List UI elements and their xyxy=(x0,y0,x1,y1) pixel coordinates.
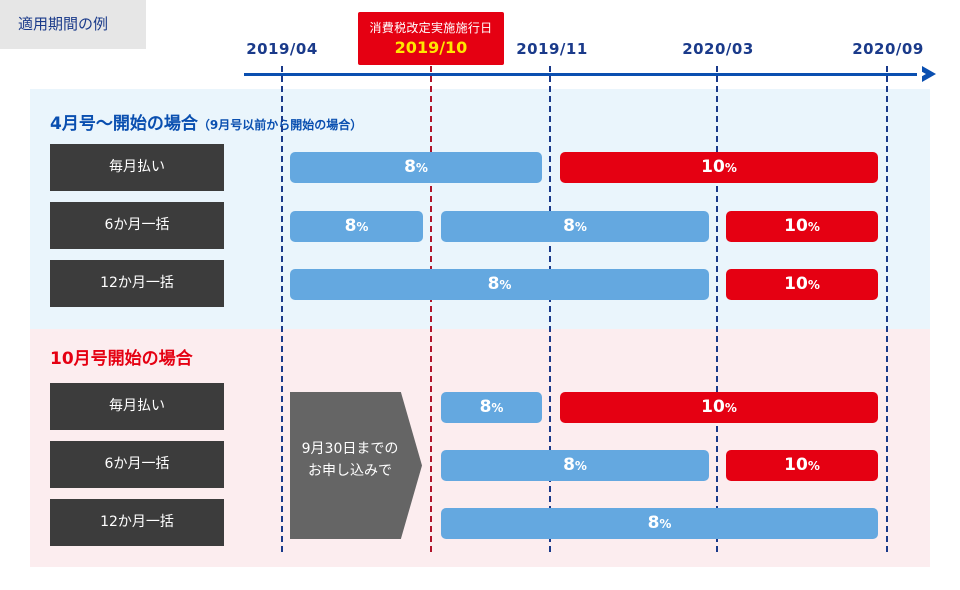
row-label-12month: 12か月一括 xyxy=(50,499,224,546)
vline-2019-04 xyxy=(281,66,283,552)
timeline-axis xyxy=(244,73,926,76)
note-line-2: お申し込みで xyxy=(308,463,392,479)
bar-unit: % xyxy=(724,401,737,415)
tax-change-date: 2019/10 xyxy=(394,38,468,57)
note-arrow-shape xyxy=(290,392,422,539)
bar-value: 10 xyxy=(784,455,808,475)
bar-unit: % xyxy=(807,220,820,234)
bar-value: 8 xyxy=(563,216,575,236)
bar-8-percent: 8% xyxy=(290,211,423,242)
bar-value: 8 xyxy=(487,274,500,294)
bar-unit: % xyxy=(574,220,587,234)
bar-10-percent: 10% xyxy=(726,211,878,242)
date-2020-09: 2020/09 xyxy=(852,40,924,58)
row-label-12month: 12か月一括 xyxy=(50,260,224,307)
bar-unit: % xyxy=(659,517,672,531)
bar-10-percent: 10% xyxy=(726,269,878,300)
date-2019-11: 2019/11 xyxy=(516,40,588,58)
bar-value: 10 xyxy=(784,216,808,236)
vline-2020-03 xyxy=(716,66,718,552)
bar-10-percent: 10% xyxy=(726,450,878,481)
bar-8-percent: 8% xyxy=(290,152,542,183)
section-october-title: 10月号開始の場合 xyxy=(50,349,193,369)
tax-change-label: 消費税改定実施施行日 xyxy=(369,21,493,35)
bar-8-percent: 8% xyxy=(290,269,709,300)
bar-unit: % xyxy=(356,220,369,234)
tax-change-badge: 消費税改定実施施行日 2019/10 xyxy=(358,12,504,65)
bar-8-percent: 8% xyxy=(441,450,709,481)
note-line-1: 9月30日までの xyxy=(301,441,399,457)
bar-value: 10 xyxy=(784,274,808,294)
bar-10-percent: 10% xyxy=(560,392,878,423)
section-april-title-text: 4月号～開始の場合 xyxy=(50,114,198,134)
vline-2019-10 xyxy=(430,66,432,552)
bar-value: 8 xyxy=(563,455,575,475)
date-2020-03: 2020/03 xyxy=(682,40,754,58)
bar-value: 10 xyxy=(701,397,725,417)
bar-unit: % xyxy=(807,459,820,473)
application-deadline-note: 9月30日までの お申し込みで xyxy=(290,392,422,539)
bar-unit: % xyxy=(574,459,587,473)
bar-value: 10 xyxy=(701,157,725,177)
bar-8-percent: 8% xyxy=(441,211,709,242)
bar-value: 8 xyxy=(344,216,357,236)
bar-10-percent: 10% xyxy=(560,152,878,183)
bar-value: 8 xyxy=(404,157,416,177)
section-april-title: 4月号～開始の場合（9月号以前から開始の場合） xyxy=(50,109,362,134)
bar-value: 8 xyxy=(647,513,660,533)
bar-unit: % xyxy=(415,161,428,175)
section-april-subtitle: （9月号以前から開始の場合） xyxy=(197,118,363,132)
example-period-tag: 適用期間の例 xyxy=(0,0,146,49)
row-label-monthly: 毎月払い xyxy=(50,144,224,191)
vline-2020-09 xyxy=(886,66,888,552)
row-label-monthly: 毎月払い xyxy=(50,383,224,430)
bar-unit: % xyxy=(807,278,820,292)
bar-8-percent: 8% xyxy=(441,508,878,539)
bar-unit: % xyxy=(491,401,504,415)
date-2019-04: 2019/04 xyxy=(246,40,318,58)
note-text: 9月30日までの お申し込みで xyxy=(290,438,410,482)
row-label-6month: 6か月一括 xyxy=(50,441,224,488)
bar-8-percent: 8% xyxy=(441,392,542,423)
vline-2019-11 xyxy=(549,66,551,552)
bar-value: 8 xyxy=(479,397,492,417)
row-label-6month: 6か月一括 xyxy=(50,202,224,249)
timeline-arrow-notch xyxy=(917,69,926,79)
bar-unit: % xyxy=(724,161,737,175)
bar-unit: % xyxy=(499,278,512,292)
